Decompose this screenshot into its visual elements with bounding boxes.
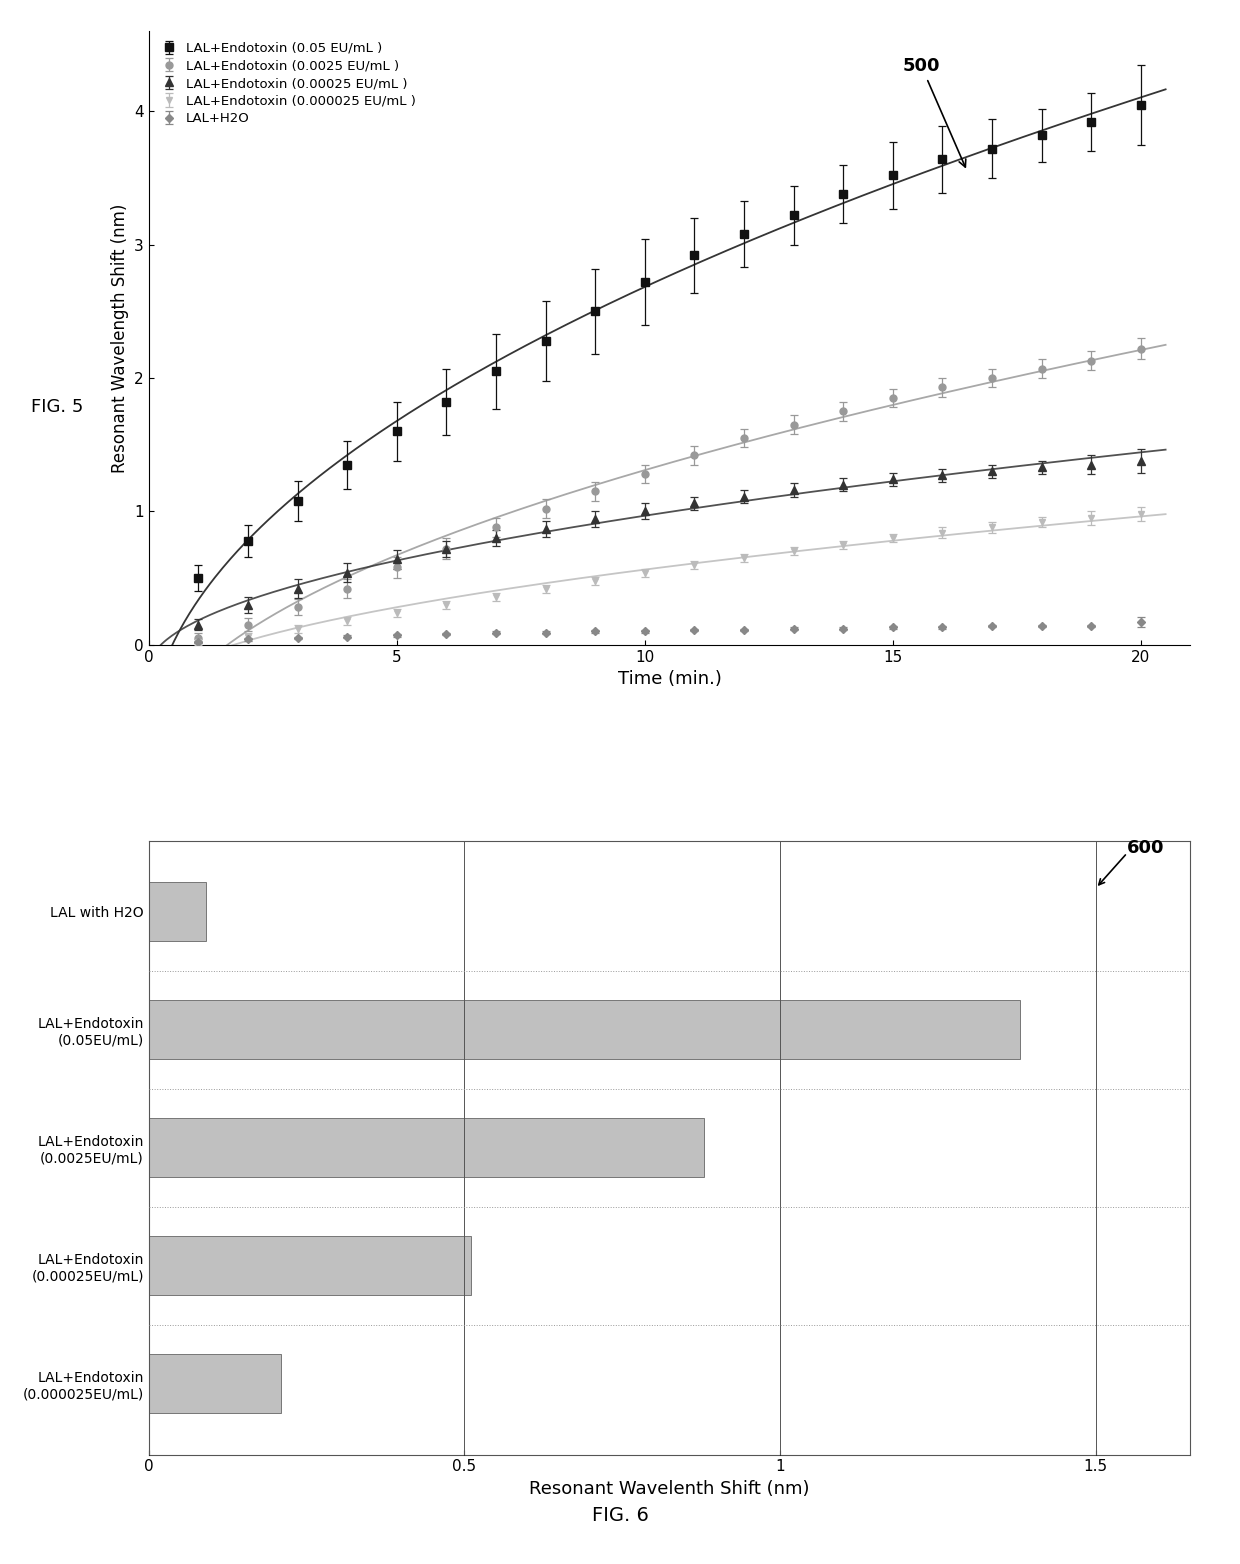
Y-axis label: Resonant Wavelength Shift (nm): Resonant Wavelength Shift (nm): [110, 203, 129, 472]
Bar: [149, 1118, 704, 1178]
Text: FIG. 6: FIG. 6: [591, 1506, 649, 1525]
Bar: [149, 1001, 1021, 1059]
Text: FIG. 5: FIG. 5: [31, 397, 83, 416]
X-axis label: Resonant Wavelenth Shift (nm): Resonant Wavelenth Shift (nm): [529, 1480, 810, 1498]
Bar: [149, 1236, 471, 1295]
Legend: LAL+Endotoxin (0.05 EU/mL ), LAL+Endotoxin (0.0025 EU/mL ), LAL+Endotoxin (0.000: LAL+Endotoxin (0.05 EU/mL ), LAL+Endotox…: [155, 38, 419, 130]
Bar: [149, 1354, 281, 1414]
Text: 500: 500: [903, 58, 966, 167]
Text: 600: 600: [1127, 838, 1164, 857]
Bar: [149, 882, 206, 942]
X-axis label: Time (min.): Time (min.): [618, 669, 722, 688]
